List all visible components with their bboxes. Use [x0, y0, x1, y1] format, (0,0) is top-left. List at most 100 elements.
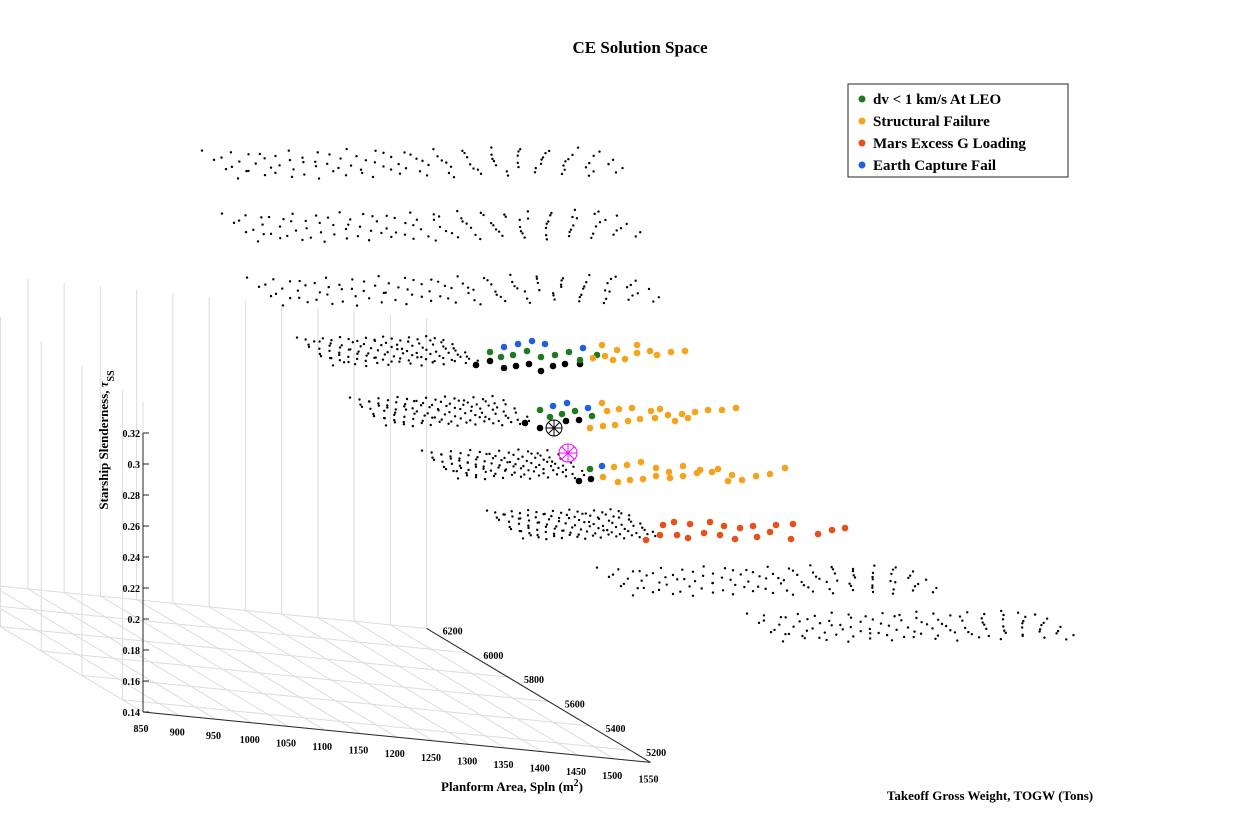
data-point	[530, 452, 533, 455]
grid-line	[317, 617, 543, 753]
data-point	[651, 530, 655, 534]
data-point	[274, 292, 278, 296]
data-point-mars	[720, 522, 728, 530]
data-point-structural	[611, 421, 619, 429]
data-point	[511, 280, 514, 284]
data-point	[344, 174, 348, 177]
data-point	[871, 571, 875, 575]
data-point	[568, 533, 571, 537]
data-point	[230, 165, 234, 169]
data-point	[490, 462, 493, 465]
data-point	[597, 527, 600, 530]
data-point	[559, 283, 563, 286]
data-point	[784, 632, 787, 636]
data-point	[390, 345, 393, 349]
data-point	[314, 160, 317, 163]
data-point	[598, 221, 602, 224]
z-tick-label: 0.24	[123, 553, 141, 564]
data-point	[432, 213, 435, 216]
data-point	[561, 529, 564, 532]
data-point	[619, 584, 623, 588]
x-axis-label-text: Planform Area, Spln (m	[441, 779, 574, 794]
data-point	[627, 514, 631, 517]
data-point	[497, 449, 501, 452]
data-point	[912, 635, 915, 639]
data-point	[377, 404, 381, 407]
data-point	[429, 423, 432, 427]
data-point	[444, 229, 448, 233]
data-point	[546, 460, 549, 464]
data-point	[604, 297, 608, 301]
grid-line	[122, 699, 631, 751]
data-point	[830, 565, 833, 569]
x-tick-label: 1500	[602, 771, 622, 782]
data-point	[472, 396, 475, 399]
data-point	[569, 228, 573, 231]
data-point	[931, 591, 935, 594]
data-point	[356, 352, 359, 355]
data-point	[439, 400, 443, 404]
data-point	[369, 347, 373, 350]
data-point	[459, 451, 462, 455]
data-point	[338, 211, 341, 214]
data-point	[629, 283, 632, 287]
data-point	[452, 175, 456, 179]
data-point	[516, 161, 519, 165]
grid-line	[27, 588, 253, 724]
selected-design-marker-spoke	[547, 421, 561, 435]
data-point	[638, 569, 641, 573]
data-point	[465, 471, 468, 475]
data-point	[224, 167, 228, 171]
data-point	[1022, 619, 1025, 623]
data-point	[494, 511, 497, 514]
data-point	[304, 284, 307, 287]
data-point	[403, 403, 407, 406]
data-point	[588, 273, 591, 277]
data-point	[393, 421, 397, 424]
data-point	[503, 513, 506, 516]
data-point	[555, 473, 559, 476]
data-point	[507, 451, 510, 454]
data-point	[362, 342, 366, 346]
data-point	[652, 300, 655, 303]
data-point	[611, 521, 614, 525]
data-point	[399, 339, 402, 342]
data-point	[743, 585, 746, 589]
data-point	[606, 528, 609, 532]
data-point	[809, 564, 812, 567]
data-point	[332, 223, 335, 227]
x-tick-label: 900	[170, 728, 185, 739]
data-point	[389, 155, 393, 159]
data-point-structural	[738, 476, 746, 484]
data-point	[355, 357, 359, 361]
data-point	[560, 172, 564, 176]
data-point	[245, 276, 249, 279]
data-point-feasible	[561, 360, 569, 368]
data-point	[465, 355, 469, 358]
data-point-feasible	[562, 417, 570, 425]
data-point	[267, 215, 271, 219]
data-point	[424, 358, 428, 361]
data-point	[395, 401, 398, 404]
data-point	[785, 589, 789, 592]
data-point	[474, 465, 478, 469]
data-point	[380, 343, 383, 347]
data-point	[877, 631, 880, 635]
data-point	[492, 474, 496, 478]
data-point	[773, 628, 776, 632]
data-point	[437, 409, 440, 412]
data-point	[511, 515, 514, 518]
data-point	[436, 280, 440, 283]
data-point	[544, 530, 548, 534]
data-point	[851, 567, 855, 571]
data-point-capture	[500, 343, 508, 351]
data-point-dv	[576, 356, 584, 364]
data-point	[778, 623, 781, 626]
data-point	[583, 285, 586, 288]
z-tick-label: 0.26	[123, 522, 141, 533]
data-point	[823, 631, 827, 634]
data-point	[458, 459, 461, 462]
data-point	[474, 413, 477, 417]
data-point	[851, 588, 855, 592]
data-point	[527, 469, 530, 472]
